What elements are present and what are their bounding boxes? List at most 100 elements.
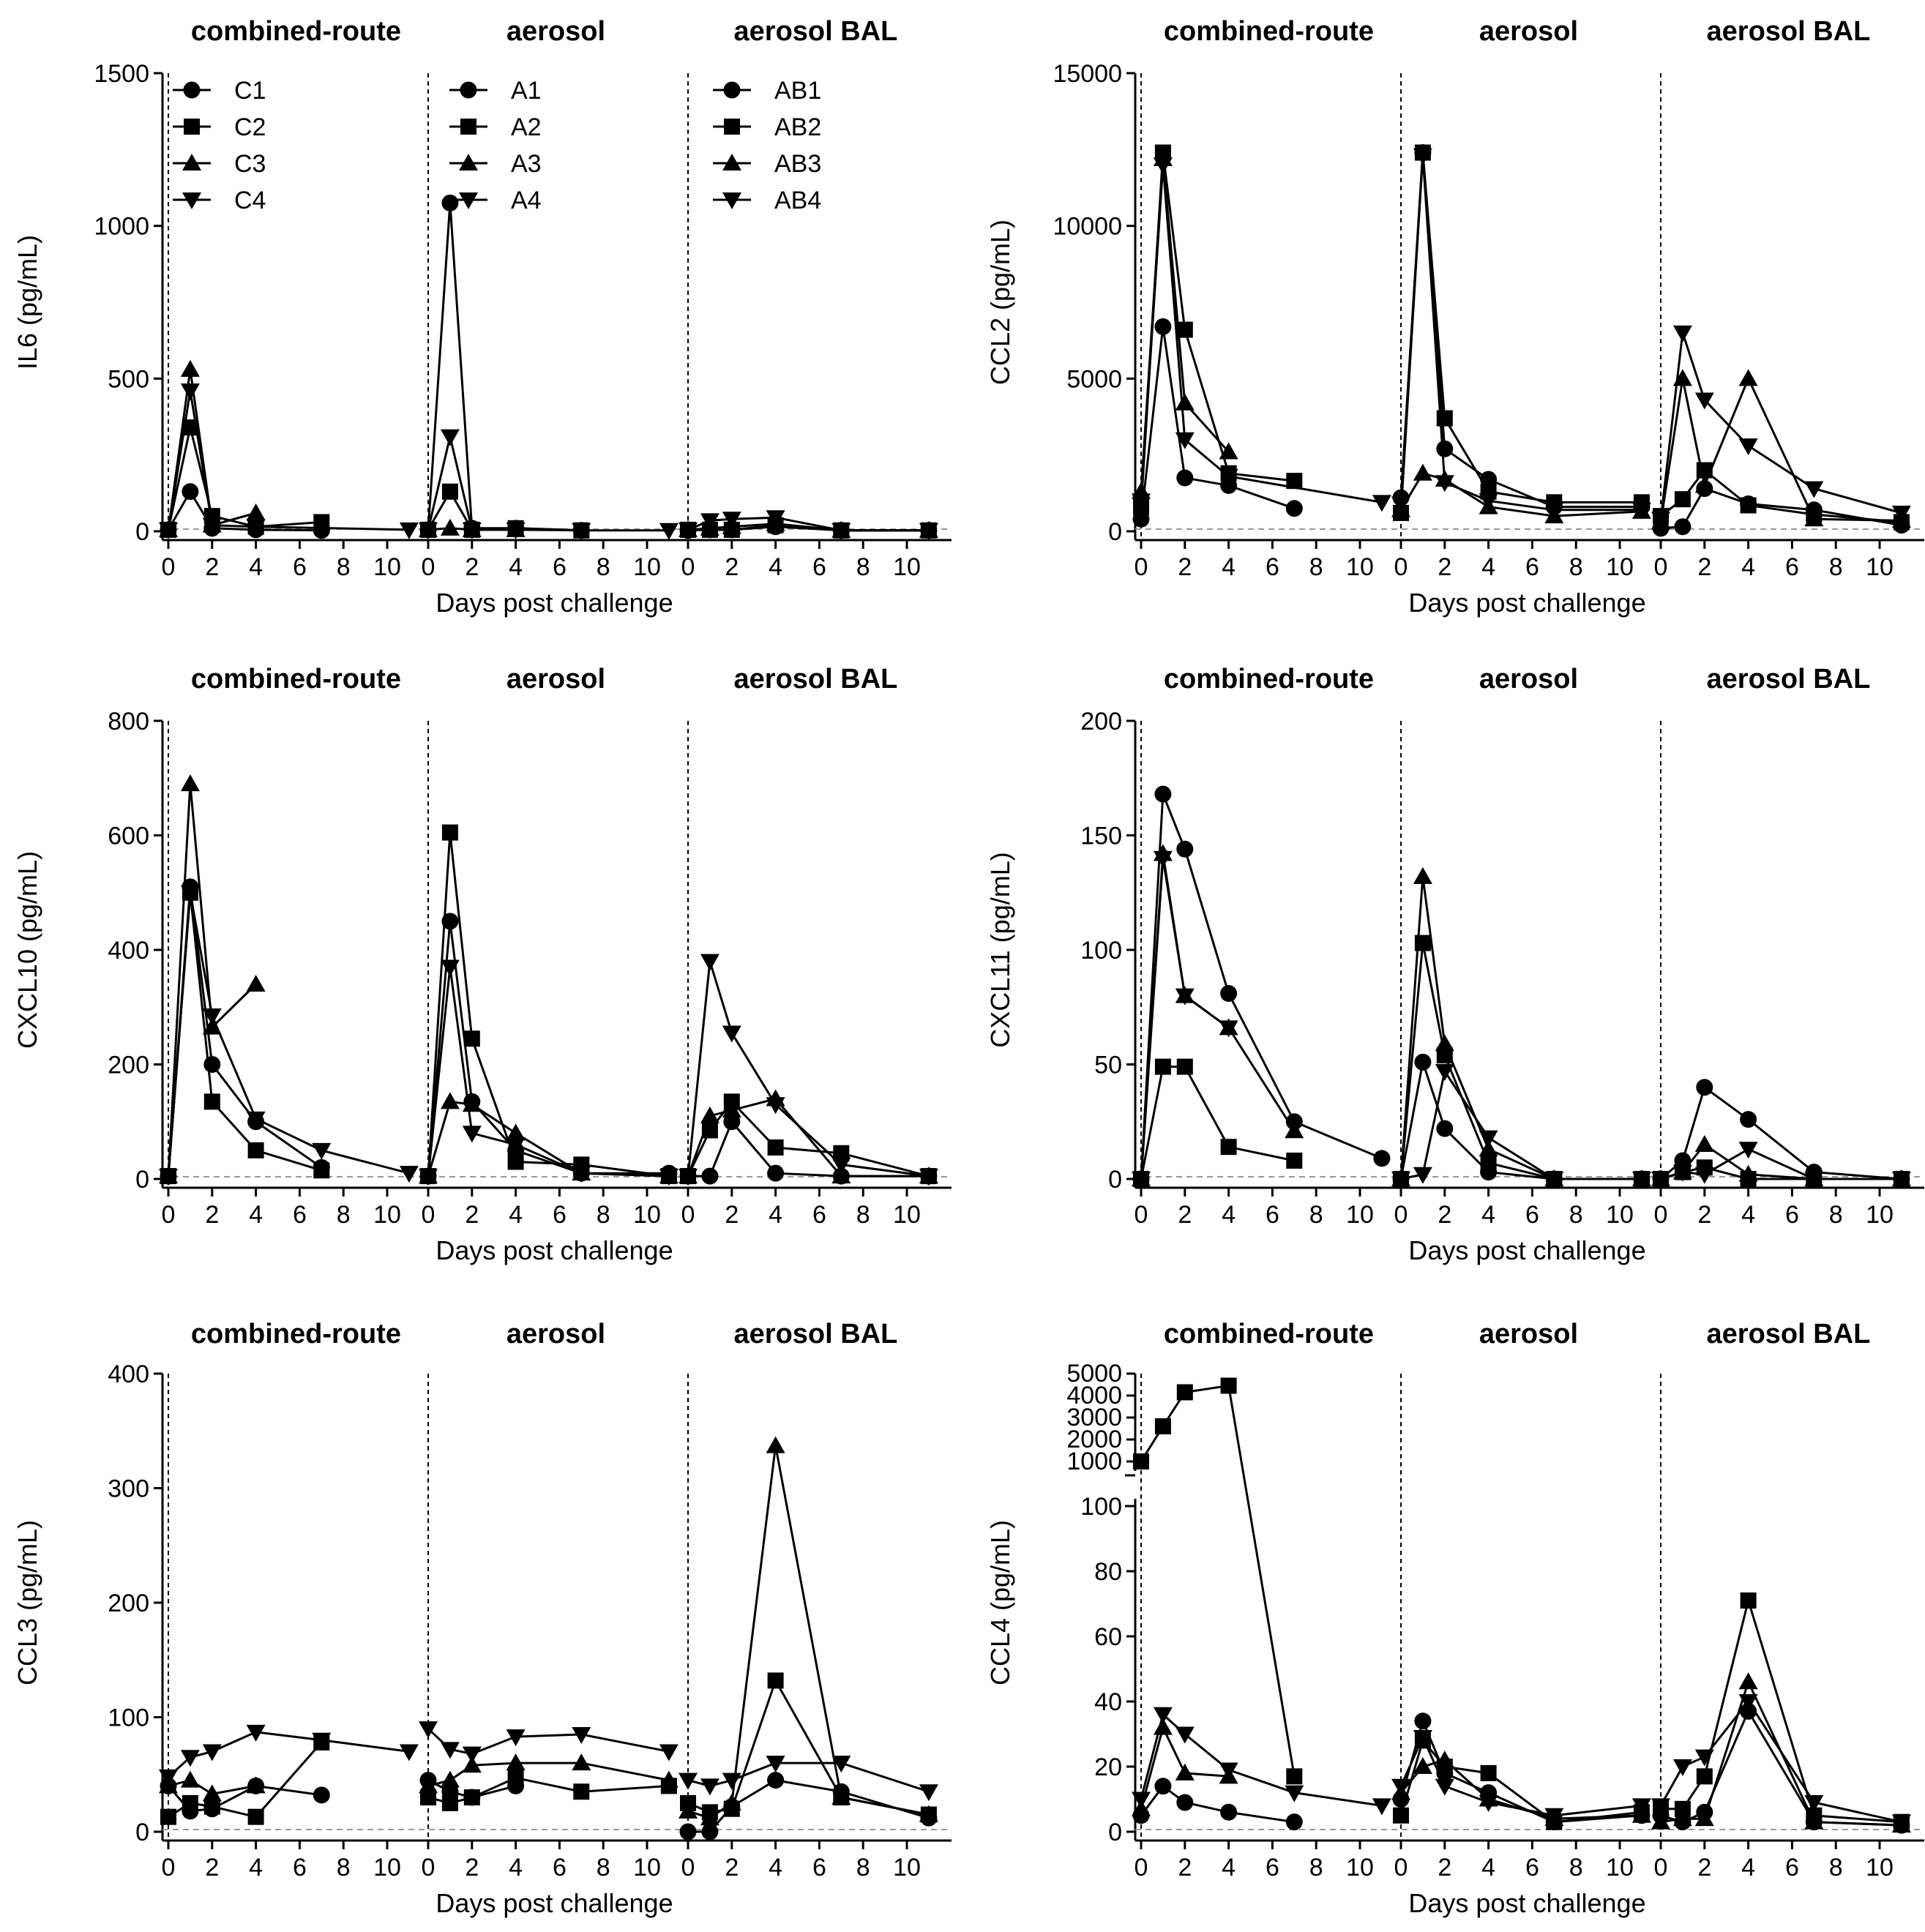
data-point-c4 (1132, 1172, 1151, 1188)
series-line-a1 (427, 1779, 516, 1799)
x-tick-label: 0 (422, 1201, 436, 1229)
data-point-a4 (419, 522, 438, 539)
data-point-a4 (419, 1169, 438, 1186)
data-point-c2 (160, 1808, 176, 1825)
x-tick-label: 2 (465, 1854, 479, 1882)
data-point-a4 (440, 429, 460, 446)
group-title: aerosol BAL (734, 664, 898, 694)
x-tick-label: 0 (1654, 1201, 1668, 1229)
data-point-a2 (1480, 1155, 1497, 1172)
data-point-a4 (1435, 1063, 1454, 1081)
data-point-a4 (506, 522, 526, 539)
group-title: aerosol (1479, 1319, 1578, 1349)
data-point-a4 (572, 1726, 591, 1744)
legend-marker-a1 (460, 81, 477, 99)
y-tick-label: 0 (1108, 1166, 1122, 1194)
data-point-a3 (506, 1753, 526, 1771)
x-tick-label: 4 (1222, 1201, 1236, 1229)
legend-marker-c3 (182, 154, 201, 171)
series-line-ab3 (1659, 375, 1902, 523)
data-point-c1 (182, 483, 199, 501)
data-point-ab1 (1674, 518, 1692, 536)
y-tick-label: 2000 (1066, 1426, 1122, 1453)
x-tick-label: 6 (293, 1201, 307, 1229)
x-tick-label: 4 (509, 1854, 523, 1882)
x-tick-label: 8 (1569, 1201, 1583, 1229)
data-point-ab2 (1740, 497, 1757, 514)
group-title: aerosol BAL (734, 16, 898, 47)
data-point-ab2 (1740, 1592, 1757, 1609)
x-tick-label: 2 (205, 1854, 219, 1882)
y-tick-label: 15000 (1053, 60, 1122, 88)
x-tick-label: 10 (1866, 1201, 1894, 1229)
x-tick-label: 0 (162, 1201, 176, 1229)
data-point-ab4 (1738, 438, 1758, 456)
x-tick-label: 2 (725, 1854, 739, 1882)
data-point-ab3 (1694, 476, 1714, 493)
y-tick-label: 400 (108, 1360, 149, 1388)
data-point-a1 (441, 194, 459, 211)
x-tick-label: 4 (769, 1201, 782, 1229)
x-tick-label: 4 (1741, 1201, 1755, 1229)
data-point-c2 (1176, 321, 1193, 338)
x-tick-label: 8 (1309, 1854, 1323, 1882)
data-point-a4 (1479, 1794, 1498, 1812)
data-point-ab4 (1651, 512, 1670, 529)
x-tick-label: 10 (893, 553, 921, 581)
data-point-a3 (659, 1770, 679, 1788)
data-point-a2 (463, 1789, 480, 1806)
data-point-ab3 (1672, 1809, 1692, 1827)
data-point-ab4 (1672, 1164, 1692, 1182)
group-title: combined-route (1164, 1319, 1374, 1349)
data-point-ab4 (831, 523, 851, 540)
data-point-a4 (1435, 475, 1454, 493)
x-tick-label: 8 (1309, 553, 1323, 581)
data-point-c1 (1154, 785, 1172, 803)
x-tick-label: 0 (1394, 553, 1408, 581)
x-tick-label: 2 (1178, 553, 1192, 581)
series-line-a2 (1399, 1738, 1642, 1824)
data-point-a4 (659, 523, 679, 540)
data-point-ab4 (1891, 1172, 1911, 1188)
series-line-ab4 (1659, 1699, 1902, 1824)
x-tick-label: 8 (597, 1201, 610, 1229)
data-point-ab2 (767, 1139, 784, 1156)
series-line-a4 (427, 1728, 670, 1756)
data-point-a4 (419, 1721, 438, 1739)
data-point-c4 (1175, 1726, 1195, 1744)
data-point-a3 (440, 1770, 460, 1788)
x-tick-label: 8 (856, 1854, 870, 1882)
data-point-ab3 (919, 1805, 938, 1822)
legend-label: C4 (234, 187, 266, 214)
x-tick-label: 6 (1525, 1201, 1539, 1229)
x-tick-label: 2 (1697, 553, 1711, 581)
x-tick-label: 2 (1697, 1201, 1711, 1229)
y-tick-label: 100 (108, 1704, 149, 1732)
data-point-a2 (573, 1783, 590, 1800)
x-tick-label: 10 (373, 553, 401, 581)
x-tick-label: 6 (1525, 1854, 1539, 1882)
x-tick-label: 0 (162, 553, 176, 581)
x-tick-label: 10 (633, 1854, 661, 1882)
x-tick-label: 2 (1178, 1201, 1192, 1229)
data-point-a4 (506, 1729, 526, 1747)
data-point-ab4 (1672, 1759, 1692, 1776)
data-point-a4 (1391, 1778, 1410, 1796)
data-point-c1 (1373, 1150, 1391, 1167)
data-point-c4 (1372, 1798, 1391, 1816)
data-point-a4 (1413, 148, 1432, 165)
series-line-c4 (1140, 1712, 1383, 1807)
data-point-ab2 (1674, 1800, 1691, 1817)
data-point-c4 (399, 522, 419, 539)
x-tick-label: 2 (465, 1201, 479, 1229)
data-point-c3 (246, 503, 266, 520)
data-point-ab4 (679, 522, 698, 539)
data-point-c2 (1286, 473, 1303, 490)
data-point-c4 (1219, 468, 1238, 486)
series-line-ab2 (687, 1677, 930, 1816)
series-line-a3 (1399, 876, 1642, 1180)
legend-label: AB4 (774, 187, 821, 214)
